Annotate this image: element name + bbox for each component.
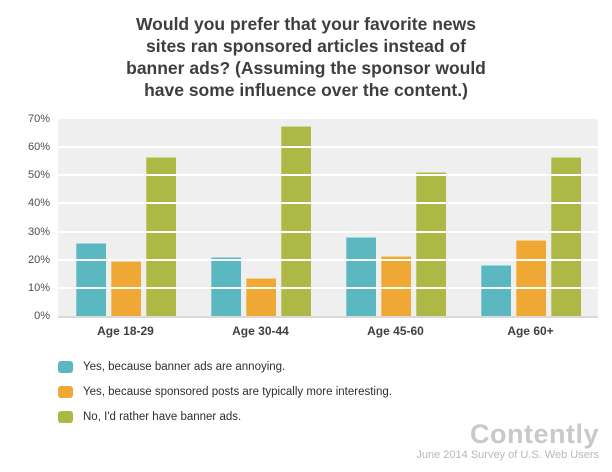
gridline <box>58 230 598 233</box>
y-tick-label: 70% <box>27 113 50 125</box>
x-axis-label: Age 60+ <box>507 324 554 338</box>
bar <box>75 242 106 316</box>
legend-swatch-teal <box>58 361 73 373</box>
chart-title-line: Would you prefer that your favorite news <box>135 14 476 34</box>
chart-area: 0% 10% 20% 30% 40% 50% 60% 70% <box>12 113 598 322</box>
y-tick-label: 40% <box>27 197 50 210</box>
plot-area <box>58 119 598 318</box>
contently-logo: Contently <box>470 419 599 449</box>
bar <box>515 240 546 316</box>
legend-swatch-orange <box>58 386 73 398</box>
chart-title-line: have some influence over the content.) <box>144 80 468 100</box>
legend-item: No, I'd rather have banner ads. <box>58 411 392 423</box>
gridline <box>58 258 598 261</box>
y-tick-label: 60% <box>27 141 50 154</box>
x-axis: Age 18-29 Age 30-44 Age 45-60 Age 60+ <box>58 324 598 338</box>
gridline <box>58 286 598 289</box>
bar <box>210 256 241 316</box>
chart-title-line: sites ran sponsored articles instead of <box>146 36 466 56</box>
x-axis-label: Age 45-60 <box>367 324 424 338</box>
y-tick-label: 0% <box>34 310 50 322</box>
chart-title-line: banner ads? (Assuming the sponsor would <box>126 58 486 78</box>
gridline <box>58 202 598 205</box>
legend-label: Yes, because banner ads are annoying. <box>83 361 286 373</box>
y-tick-label: 50% <box>27 169 50 182</box>
bar <box>415 172 446 316</box>
bar <box>480 265 511 316</box>
x-axis-label: Age 18-29 <box>97 324 154 338</box>
bar <box>245 278 276 316</box>
bar <box>345 237 376 316</box>
y-tick-label: 30% <box>27 225 50 238</box>
legend-label: Yes, because sponsored posts are typical… <box>83 386 392 398</box>
x-axis-label: Age 30-44 <box>232 324 289 338</box>
legend: Yes, because banner ads are annoying. Ye… <box>58 361 392 423</box>
bar <box>145 157 176 316</box>
y-axis: 0% 10% 20% 30% 40% 50% 60% 70% <box>12 113 58 322</box>
gridline <box>58 146 598 149</box>
legend-label: No, I'd rather have banner ads. <box>83 411 242 423</box>
source-caption: June 2014 Survey of U.S. Web Users <box>416 449 599 461</box>
chart-title: Would you prefer that your favorite news… <box>0 0 612 101</box>
footer: Contently June 2014 Survey of U.S. Web U… <box>416 420 599 461</box>
y-tick-label: 10% <box>27 281 50 294</box>
y-tick-label: 20% <box>27 253 50 266</box>
legend-swatch-green <box>58 411 73 423</box>
bar <box>550 157 581 316</box>
bars-layer <box>58 119 598 316</box>
bar-group-age-60- <box>463 119 598 316</box>
bar <box>380 255 411 316</box>
gridline <box>58 174 598 177</box>
legend-item: Yes, because banner ads are annoying. <box>58 361 392 373</box>
bar-group-age-30-44 <box>193 119 328 316</box>
legend-item: Yes, because sponsored posts are typical… <box>58 386 392 398</box>
bar <box>280 126 311 316</box>
bar-group-age-45-60 <box>328 119 463 316</box>
